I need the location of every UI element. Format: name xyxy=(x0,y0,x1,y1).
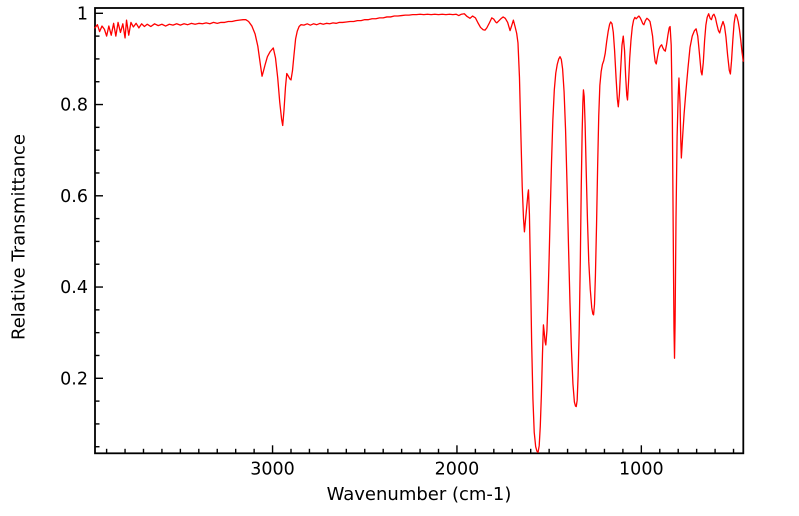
y-axis-tick-label: 0.8 xyxy=(60,96,88,116)
y-axis-tick-label: 0.2 xyxy=(60,369,88,389)
plot-frame xyxy=(94,7,745,455)
spectrum-curve xyxy=(94,13,744,453)
y-axis-title: Relative Transmittance xyxy=(8,134,30,340)
x-axis-title: Wavenumber (cm-1) xyxy=(326,484,512,505)
y-axis-tick-label: 1 xyxy=(77,4,88,24)
y-axis-tick-label: 0.6 xyxy=(60,187,88,207)
x-axis-tick-label: 2000 xyxy=(435,459,480,479)
y-axis-tick-label: 0.4 xyxy=(60,278,88,298)
x-axis-tick-label: 3000 xyxy=(250,459,295,479)
x-axis-tick-label: 1000 xyxy=(619,459,664,479)
